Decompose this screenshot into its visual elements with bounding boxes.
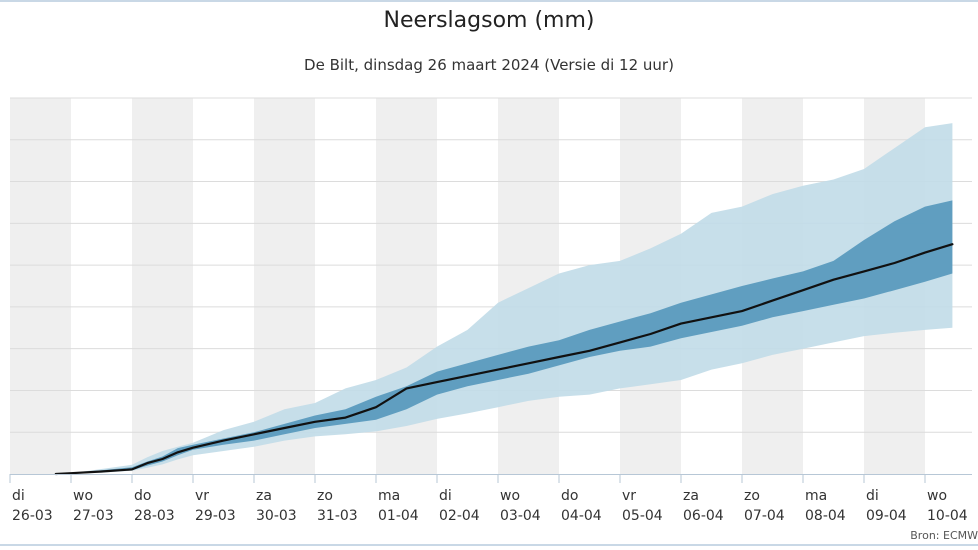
x-tick-label-date: 06-04 [683, 508, 724, 524]
bottom-border [0, 544, 978, 546]
x-tick-label-day: wo [73, 488, 93, 504]
x-tick-label-date: 01-04 [378, 508, 419, 524]
x-tick-label-date: 08-04 [805, 508, 846, 524]
spread-band-layer [55, 123, 953, 474]
day-band-shaded [132, 98, 193, 474]
x-tick-label-day: za [256, 488, 272, 504]
x-tick-label-day: wo [500, 488, 520, 504]
x-tick-label-day: vr [622, 488, 636, 504]
source-credit: Bron: ECMW [910, 529, 978, 542]
x-tick-label-day: wo [927, 488, 947, 504]
x-tick-label-date: 07-04 [744, 508, 785, 524]
x-tick-label-date: 26-03 [12, 508, 53, 524]
x-tick-label-day: do [134, 488, 151, 504]
x-tick-label-day: di [12, 488, 25, 504]
x-tick-label-day: ma [378, 488, 400, 504]
chart-title: Neerslagsom (mm) [383, 8, 595, 33]
x-axis-layer: di 26-03 wo 27-03 do 28-03 vr 29-03 za 30-03 zo 31-… [9, 474, 972, 524]
x-tick-label-date: 03-04 [500, 508, 541, 524]
x-tick-label-date: 04-04 [561, 508, 602, 524]
x-tick-label-date: 28-03 [134, 508, 175, 524]
median-line-layer [54, 243, 954, 476]
x-tick-label-day: di [866, 488, 879, 504]
x-tick-label-day: zo [317, 488, 333, 504]
x-tick-label-day: di [439, 488, 452, 504]
x-tick-label-date: 02-04 [439, 508, 480, 524]
x-tick-label-date: 05-04 [622, 508, 663, 524]
x-tick-label-day: vr [195, 488, 209, 504]
x-tick-label-date: 10-04 [927, 508, 968, 524]
x-tick-label-date: 27-03 [73, 508, 114, 524]
outer-spread-band [55, 123, 953, 474]
x-tick-label-day: ma [805, 488, 827, 504]
top-border [0, 0, 978, 2]
x-tick-label-date: 09-04 [866, 508, 907, 524]
day-band-shaded [10, 98, 71, 474]
x-tick-label-day: zo [744, 488, 760, 504]
x-tick-label-day: do [561, 488, 578, 504]
x-tick-label-date: 31-03 [317, 508, 358, 524]
x-tick-label-date: 30-03 [256, 508, 297, 524]
x-tick-label-day: za [683, 488, 699, 504]
x-tick-label-date: 29-03 [195, 508, 236, 524]
chart-subtitle: De Bilt, dinsdag 26 maart 2024 (Versie d… [304, 56, 674, 74]
median-line [54, 243, 954, 476]
